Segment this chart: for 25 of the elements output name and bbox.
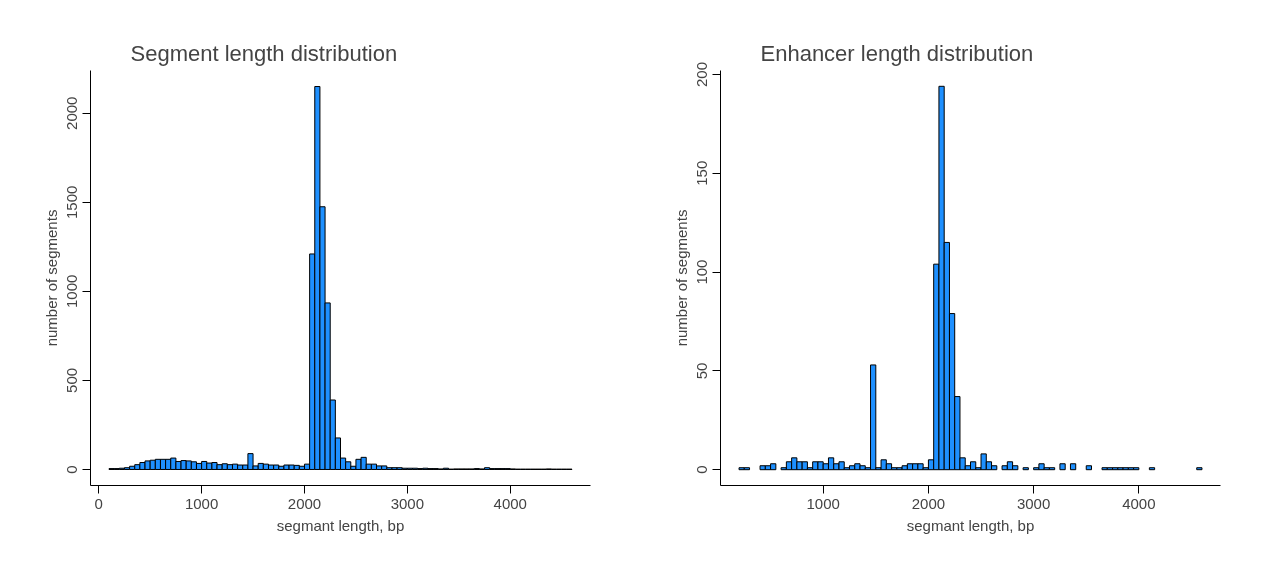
y-tick-label: 0	[693, 465, 711, 474]
x-tick-label: 3000	[1016, 494, 1051, 512]
y-tick-label: 100	[693, 259, 711, 285]
x-tick-label: 0	[94, 494, 103, 512]
x-tick-label: 4000	[493, 494, 527, 512]
y-tick-label: 200	[693, 61, 711, 87]
y-axis-title: number of segments	[672, 209, 690, 347]
chart-title: Segment length distribution	[130, 40, 398, 66]
y-tick-label: 150	[693, 160, 711, 186]
y-tick-label: 500	[63, 367, 81, 393]
y-tick-label: 1500	[63, 185, 81, 219]
y-axis-title: number of segments	[42, 209, 60, 347]
y-tick-label: 0	[63, 465, 81, 474]
y-tick-label: 50	[693, 362, 711, 380]
x-tick-label: 2000	[911, 494, 946, 512]
x-tick-label: 1000	[806, 494, 840, 512]
x-tick-label: 2000	[287, 494, 322, 512]
y-tick-label: 1000	[63, 274, 81, 309]
x-axis-title: segmant length, bp	[276, 516, 405, 534]
chart-title: Enhancer length distribution	[760, 40, 1034, 66]
x-tick-label: 4000	[1122, 494, 1156, 512]
y-tick-label: 2000	[63, 96, 81, 130]
x-tick-label: 1000	[184, 494, 219, 512]
x-axis-title: segmant length, bp	[906, 516, 1035, 534]
x-tick-label: 3000	[390, 494, 425, 512]
